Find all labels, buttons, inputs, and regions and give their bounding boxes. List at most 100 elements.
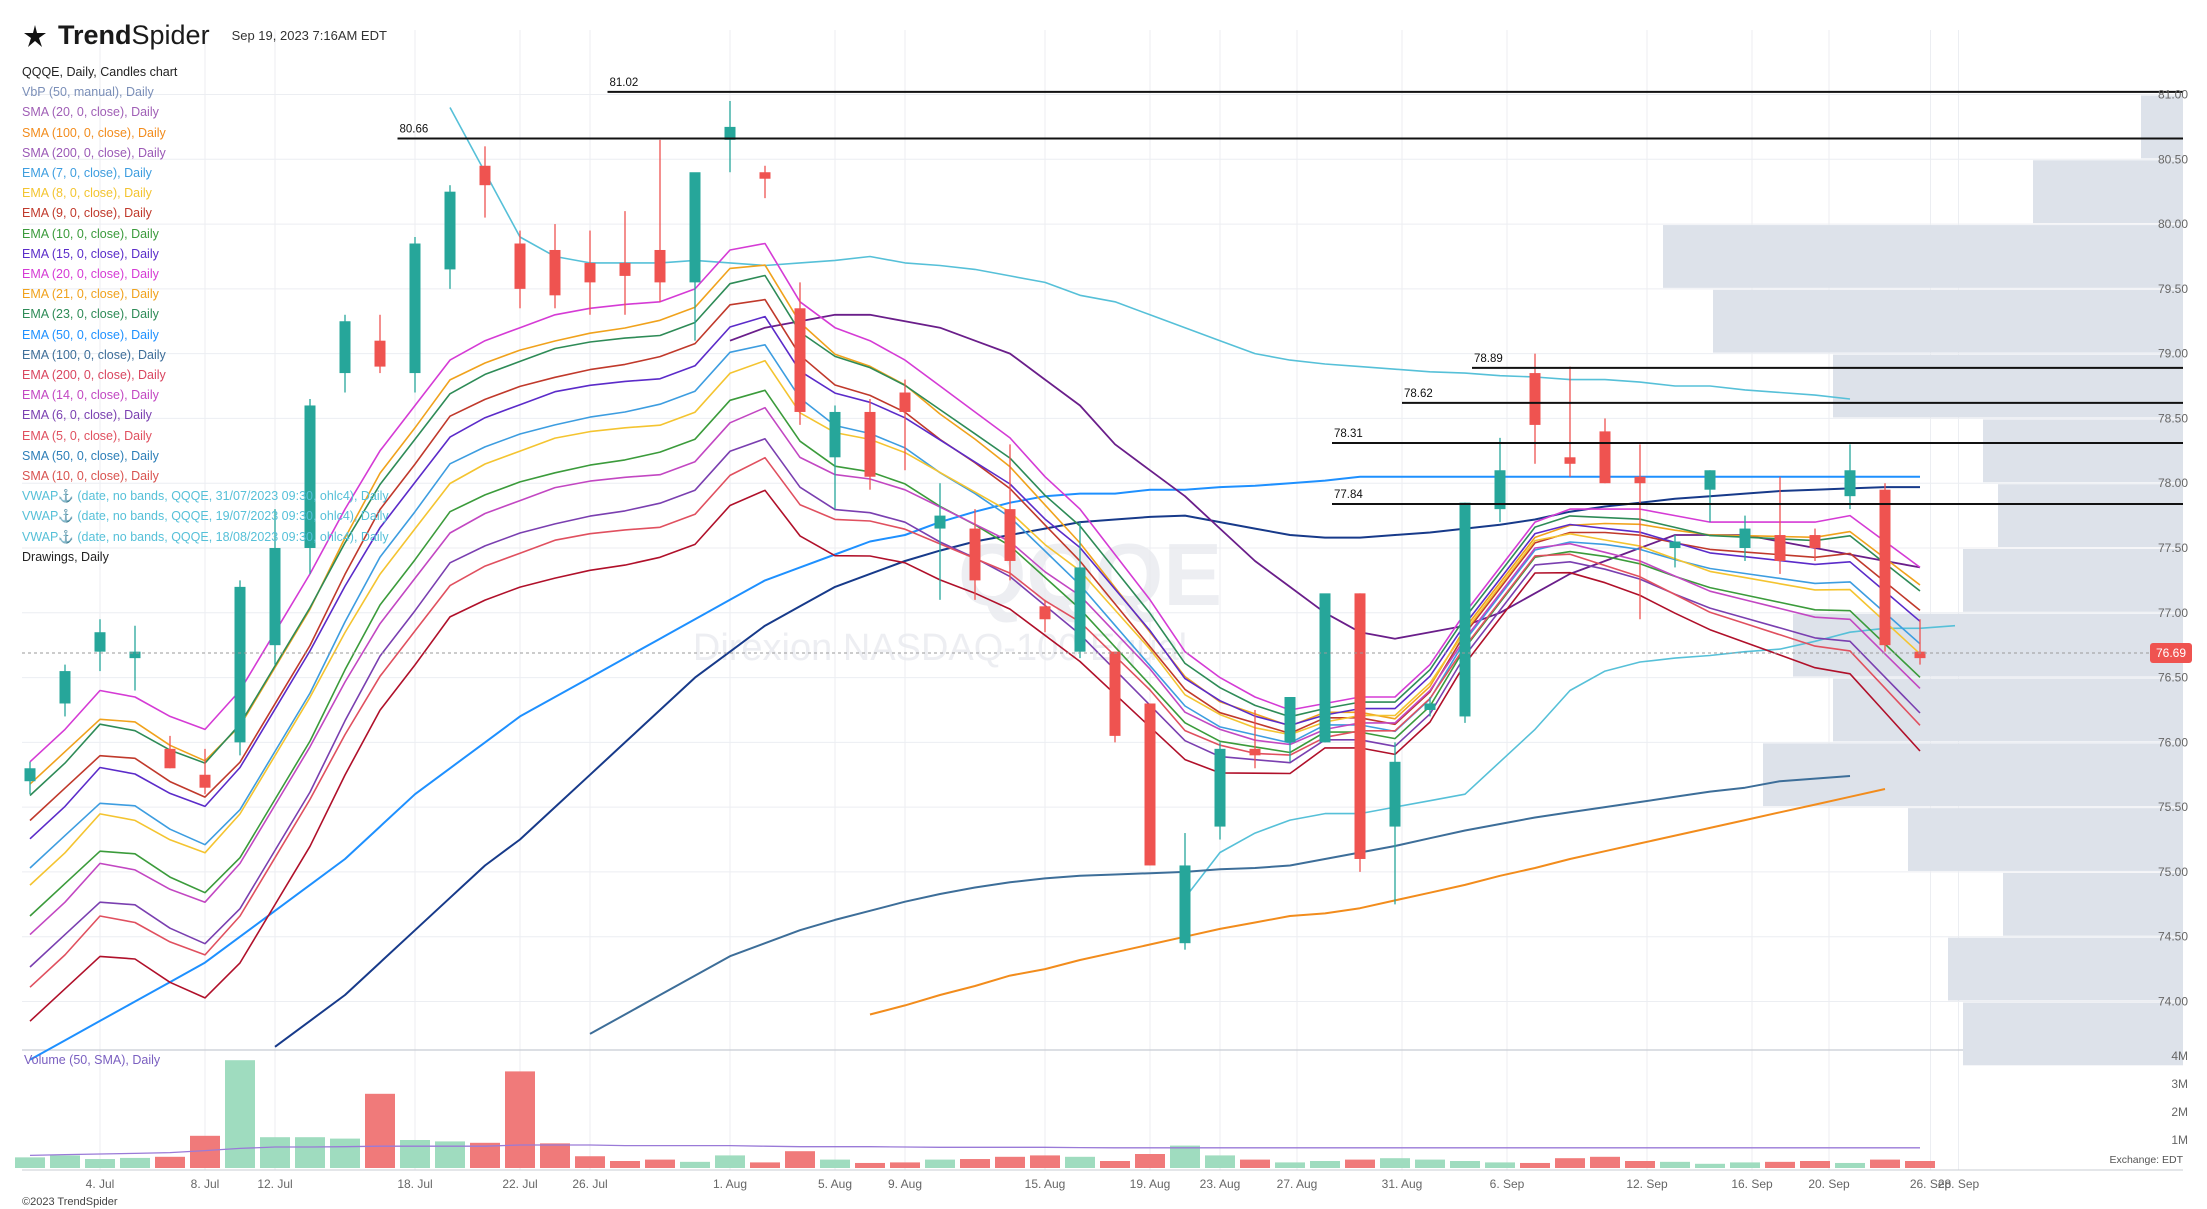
date-tick-label: 6. Sep: [1490, 1177, 1525, 1191]
candle-body: [1564, 457, 1576, 464]
candle-body: [444, 191, 456, 270]
candle-body: [1354, 593, 1366, 859]
candle-body: [899, 392, 911, 412]
date-tick-label: 19. Aug: [1130, 1177, 1171, 1191]
legend-item[interactable]: SMA (10, 0, close), Daily: [22, 469, 159, 484]
vbp-bar: [2033, 160, 2183, 224]
legend-item[interactable]: EMA (8, 0, close), Daily: [22, 186, 152, 201]
volume-bar: [365, 1093, 395, 1168]
legend-item[interactable]: EMA (10, 0, close), Daily: [22, 226, 159, 241]
volume-bar: [295, 1137, 325, 1168]
candle-body: [1039, 606, 1051, 620]
price-tick-label: 74.00: [2158, 995, 2188, 1009]
candle-body: [1739, 528, 1751, 548]
vbp-bar: [1963, 1002, 2183, 1066]
vbp-bar: [1998, 484, 2183, 547]
level-label: 77.84: [1334, 489, 1363, 501]
legend-item[interactable]: EMA (7, 0, close), Daily: [22, 166, 152, 181]
candle-body: [724, 126, 736, 140]
date-tick-label: 18. Jul: [397, 1177, 432, 1191]
volume-bar: [120, 1157, 150, 1168]
horizontal-lines[interactable]: 81.02 80.66 78.89 78.62 78.31 77.84: [397, 77, 2184, 505]
vbp-bar: [1713, 289, 2183, 353]
candle-body: [1494, 470, 1506, 510]
legend-item[interactable]: EMA (20, 0, close), Daily: [22, 267, 159, 282]
price-tick-label: 79.50: [2158, 282, 2188, 296]
legend-item[interactable]: EMA (100, 0, close), Daily: [22, 347, 166, 362]
candle-body: [129, 651, 141, 659]
volume-bar: [1380, 1158, 1410, 1168]
legend-item[interactable]: SMA (50, 0, close), Daily: [22, 448, 159, 463]
price-tick-label: 76.50: [2158, 671, 2188, 685]
candle-body: [1809, 535, 1821, 548]
volume-bar: [1345, 1159, 1375, 1168]
candle-body: [759, 172, 771, 179]
ema-line: [29, 359, 1921, 886]
vbp-bar: [1833, 678, 2183, 742]
legend-item[interactable]: VbP (50, manual), Daily: [22, 85, 154, 100]
legend-item[interactable]: EMA (21, 0, close), Daily: [22, 287, 159, 302]
candle-body: [1424, 703, 1436, 710]
legend-item[interactable]: EMA (200, 0, close), Daily: [22, 368, 166, 383]
candle-body: [654, 249, 666, 283]
legend-item[interactable]: EMA (50, 0, close), Daily: [22, 327, 159, 342]
candle-body: [1144, 703, 1156, 866]
legend-item[interactable]: EMA (6, 0, close), Daily: [22, 408, 152, 423]
legend-item[interactable]: Drawings, Daily: [22, 549, 109, 564]
legend-item[interactable]: SMA (200, 0, close), Daily: [22, 145, 166, 160]
legend-item[interactable]: VWAP⚓ (date, no bands, QQQE, 18/08/2023 …: [22, 529, 389, 544]
indicator-line: [274, 486, 1920, 1048]
candle-body: [1389, 761, 1401, 827]
volume-bar: [1625, 1161, 1655, 1168]
volume-bar: [1765, 1161, 1795, 1168]
legend-item[interactable]: EMA (15, 0, close), Daily: [22, 246, 159, 261]
candle-body: [409, 243, 421, 374]
candle-body: [1284, 697, 1296, 743]
candle-body: [24, 768, 36, 782]
candle-body: [94, 632, 106, 652]
date-tick-label: 12. Jul: [257, 1177, 292, 1191]
volume-tick-label: 3M: [2171, 1077, 2188, 1091]
volume-bar: [1695, 1163, 1725, 1168]
volume-bar: [540, 1143, 570, 1168]
date-tick-label: 16. Sep: [1731, 1177, 1773, 1191]
legend-item[interactable]: VWAP⚓ (date, no bands, QQQE, 31/07/2023 …: [22, 489, 389, 504]
date-tick-label: 4. Jul: [86, 1177, 115, 1191]
candles: [24, 100, 1926, 950]
volume-tick-label: 1M: [2171, 1133, 2188, 1147]
legend-item[interactable]: QQQE, Daily, Candles chart: [22, 65, 178, 79]
volume-bar: [190, 1135, 220, 1168]
legend-item[interactable]: EMA (9, 0, close), Daily: [22, 206, 152, 221]
candle-body: [1179, 865, 1191, 944]
candle-body: [1249, 748, 1261, 756]
volume-bar: [260, 1137, 290, 1168]
candle-body: [479, 165, 491, 186]
level-label: 80.66: [400, 124, 429, 136]
volume-bar: [15, 1157, 45, 1168]
volume-bar: [1590, 1156, 1620, 1168]
legend-item[interactable]: VWAP⚓ (date, no bands, QQQE, 19/07/2023 …: [22, 509, 389, 524]
last-price-badge: [2150, 642, 2192, 663]
watermark-name: Direxion NASDAQ-100 Equal: [693, 627, 1187, 669]
legend-item[interactable]: EMA (23, 0, close), Daily: [22, 307, 159, 322]
volume-bar: [960, 1159, 990, 1168]
legend-item[interactable]: EMA (14, 0, close), Daily: [22, 388, 159, 403]
legend-item[interactable]: SMA (20, 0, close), Daily: [22, 105, 159, 120]
indicator-legend: QQQE, Daily, Candles chart VbP (50, manua…: [22, 62, 389, 567]
price-tick-label: 78.00: [2158, 476, 2188, 490]
price-tick-label: 80.00: [2158, 217, 2188, 231]
level-label: 78.89: [1474, 353, 1503, 365]
volume-bar: [1555, 1158, 1585, 1168]
legend-item[interactable]: EMA (5, 0, close), Daily: [22, 428, 152, 443]
date-tick-label: 20. Sep: [1808, 1177, 1850, 1191]
legend-item[interactable]: SMA (100, 0, close), Daily: [22, 125, 166, 140]
ema-line: [29, 274, 1921, 797]
volume-bar: [155, 1156, 185, 1168]
indicator-line: [449, 107, 1851, 400]
volume-bar: [715, 1155, 745, 1168]
price-tick-label: 74.50: [2158, 930, 2188, 944]
date-tick-label: 26. Jul: [572, 1177, 607, 1191]
volume-bar: [1240, 1159, 1270, 1168]
volume-bar: [1065, 1156, 1095, 1168]
